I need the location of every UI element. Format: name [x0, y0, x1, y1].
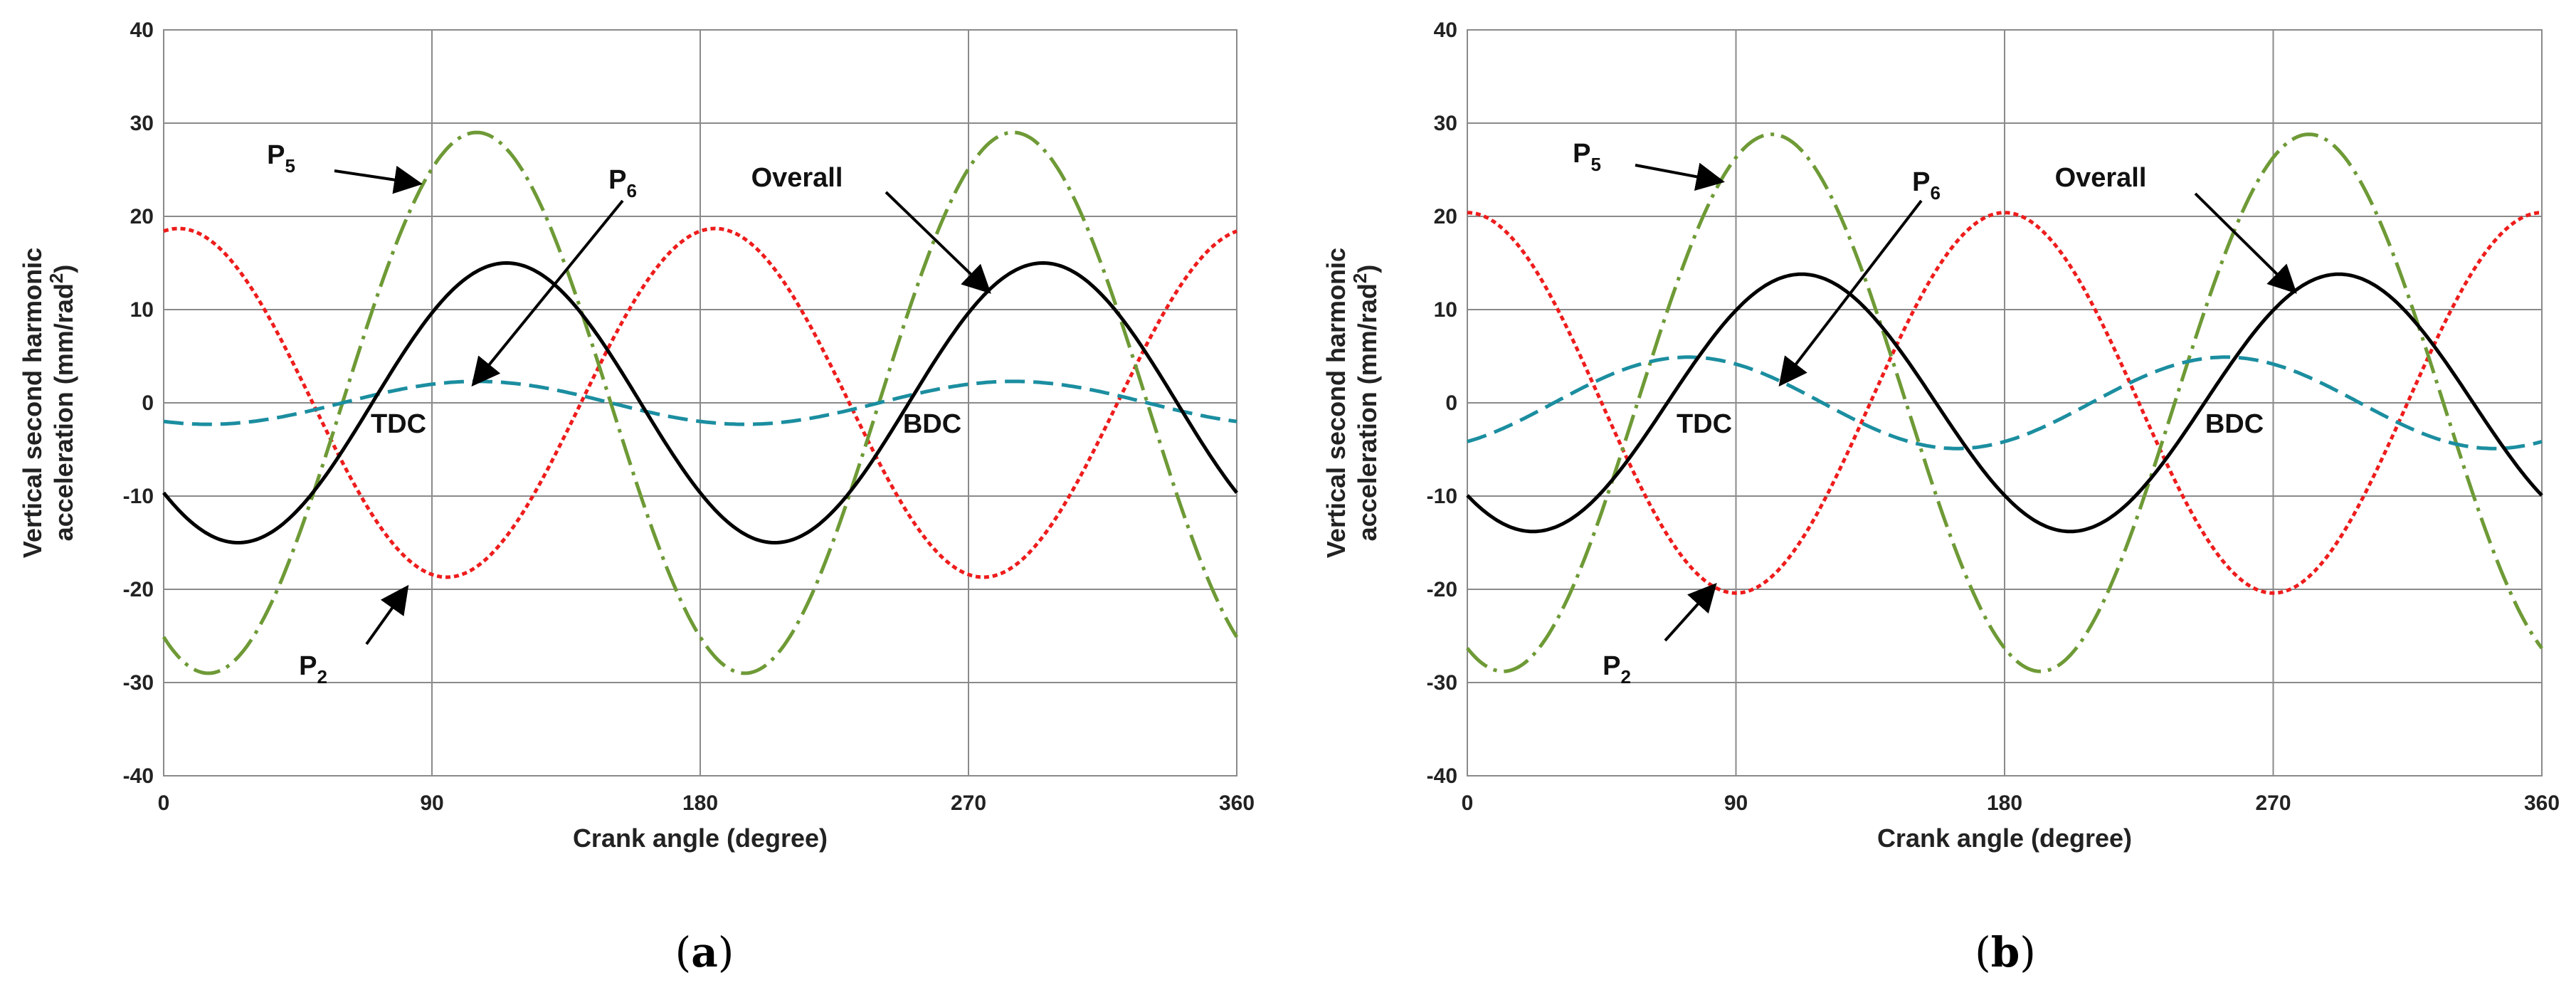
y-axis-label-line1: Vertical second harmonic [1321, 248, 1351, 558]
y-axis-label-end: ) [1353, 265, 1382, 273]
annotation-subscript: 2 [1620, 666, 1630, 688]
annotation-arrow [885, 191, 991, 294]
annotation-overall: Overall [2055, 163, 2147, 193]
caption-open: ( [1975, 928, 1991, 976]
x-tick-label: 90 [420, 791, 443, 815]
y-tick-label: -10 [1427, 485, 1457, 508]
annotation-subscript: 5 [1590, 154, 1600, 175]
y-tick-label: 0 [1445, 391, 1457, 415]
x-tick-label: 0 [1462, 791, 1474, 815]
y-axis-label-sup: 2 [46, 273, 67, 283]
series-line-overall [1466, 272, 2543, 534]
x-tick-label: 180 [682, 791, 718, 815]
annotation-label: P [299, 651, 317, 681]
x-axis-label: Crank angle (degree) [1877, 823, 2132, 853]
y-tick-label: -40 [1427, 764, 1457, 788]
annotation-p5: P5 [1573, 139, 1601, 175]
caption-open: ( [675, 928, 692, 976]
y-axis-label-end: ) [49, 265, 78, 273]
annotation-bdc: BDC [903, 409, 961, 439]
annotation-p2: P2 [299, 651, 327, 688]
panel-caption: (b) [1975, 928, 2036, 976]
x-tick-label: 180 [1987, 791, 2022, 815]
annotation-arrow [471, 199, 624, 387]
annotation-arrow [1664, 583, 1717, 642]
x-tick-label: 270 [2255, 791, 2291, 815]
annotation-subscript: 6 [1930, 182, 1940, 204]
y-axis-label-sup: 2 [1349, 273, 1371, 283]
y-axis-label-line2: acceleration (mm/rad2) [46, 265, 78, 542]
annotation-arrow [1635, 162, 1725, 191]
y-tick-label: 10 [130, 298, 154, 322]
y-axis-label-line2: acceleration (mm/rad2) [1349, 265, 1382, 542]
y-tick-label: 30 [1434, 112, 1457, 135]
y-tick-label: 30 [130, 112, 154, 135]
series-line-p5 [1466, 132, 2543, 673]
annotation-subscript: 6 [626, 180, 636, 201]
annotation-overall: Overall [751, 163, 843, 193]
caption-letter: a [691, 928, 718, 976]
y-tick-label: -20 [1427, 578, 1457, 601]
x-tick-label: 90 [1724, 791, 1748, 815]
y-tick-label: 10 [1434, 298, 1457, 322]
annotation-p6: P6 [608, 165, 637, 201]
chart-panel-b: -40 -30 -20 -10 0 10 20 30 40 0 90 180 270 360 Crank a… [1321, 19, 2560, 976]
x-axis-label: Crank angle (degree) [573, 823, 828, 853]
annotation-p2: P2 [1603, 651, 1631, 688]
annotation-p6: P6 [1912, 167, 1941, 204]
x-tick-label: 0 [158, 791, 170, 815]
annotation-label: Overall [751, 163, 843, 193]
annotation-tdc: TDC [1677, 409, 1732, 439]
y-axis-label-line1: Vertical second harmonic [18, 248, 47, 558]
caption-letter: b [1991, 928, 2020, 976]
annotation-label: BDC [903, 409, 961, 439]
annotation-subscript: 2 [317, 666, 327, 688]
x-tick-label: 270 [951, 791, 986, 815]
annotation-arrow [365, 584, 409, 646]
annotation-label: P [1912, 167, 1930, 197]
y-tick-label: 40 [130, 19, 154, 42]
y-tick-label: 40 [1434, 19, 1457, 42]
series-line-p6 [1467, 355, 2543, 451]
x-tick-label: 360 [1219, 791, 1255, 815]
annotation-arrow [1778, 199, 1923, 387]
annotation-label: P [267, 140, 285, 170]
y-tick-label: 20 [130, 205, 154, 228]
y-axis-label-unit: acceleration (mm/rad [1353, 283, 1382, 541]
caption-close: ) [718, 928, 734, 976]
annotation-p5: P5 [267, 140, 295, 177]
annotation-label: P [608, 165, 626, 195]
y-tick-label: -30 [123, 671, 154, 695]
y-tick-label: 0 [142, 391, 154, 415]
chart-panel-a: -40 -30 -20 -10 0 10 20 30 40 0 90 180 270 360 Crank a… [18, 19, 1255, 976]
series-line-p2 [1467, 211, 2543, 595]
y-tick-label: 20 [1434, 205, 1457, 228]
annotation-tdc: TDC [371, 409, 426, 439]
annotation-label: Overall [2055, 163, 2147, 193]
annotation-label: P [1573, 139, 1590, 169]
annotation-arrow [334, 165, 423, 194]
y-tick-label: -10 [123, 485, 154, 508]
caption-close: ) [2020, 928, 2036, 976]
annotation-label: P [1603, 651, 1620, 681]
y-tick-label: -20 [123, 578, 154, 601]
y-axis-label-unit: acceleration (mm/rad [49, 283, 78, 541]
annotation-bdc: BDC [2205, 409, 2264, 439]
series-line-p2 [163, 226, 1237, 579]
y-tick-label: -40 [123, 764, 154, 788]
series-line-p6 [163, 379, 1237, 426]
annotation-subscript: 5 [285, 155, 295, 177]
y-tick-label: -30 [1427, 671, 1457, 695]
annotation-label: TDC [1677, 409, 1732, 439]
series-line-overall [162, 260, 1238, 545]
annotation-label: TDC [371, 409, 426, 439]
panel-caption: (a) [675, 928, 734, 976]
annotation-label: BDC [2205, 409, 2264, 439]
x-tick-label: 360 [2524, 791, 2560, 815]
annotation-arrow [2194, 192, 2297, 294]
